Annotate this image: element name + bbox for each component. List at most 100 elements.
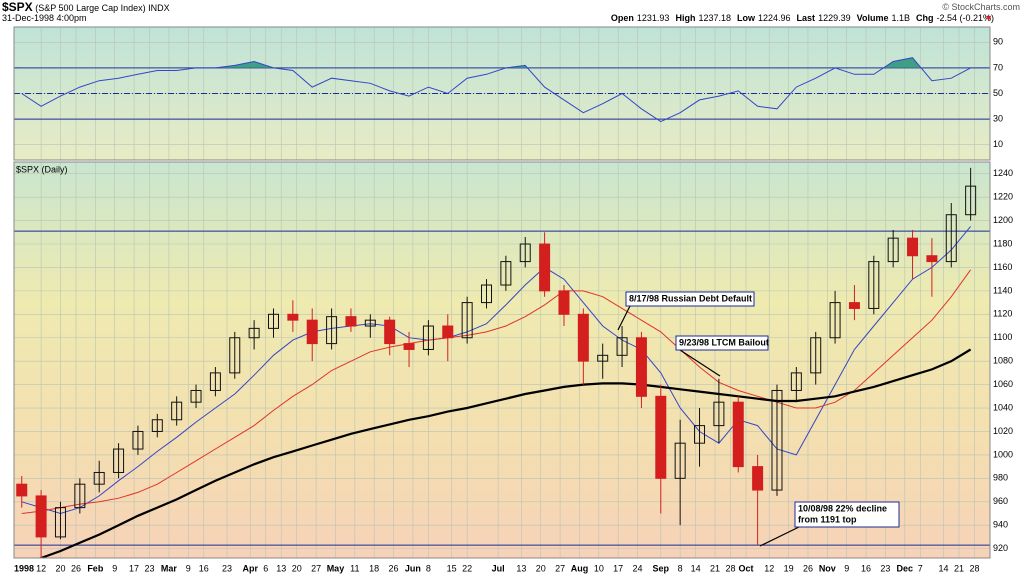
candle-body (93, 471, 105, 485)
x-tick-label: 9 (186, 563, 191, 573)
panel-content (14, 27, 990, 160)
candle-body (558, 290, 570, 315)
quote: Open 1231.93 High 1237.18 Low 1224.96 Last 1229… (605, 13, 994, 23)
x-tick-label: 1998 (14, 563, 34, 573)
price-frame (13, 161, 991, 559)
x-tick-label: 21 (954, 563, 964, 573)
quote-label: Open (610, 13, 634, 23)
y-tick-label: 940 (993, 520, 1008, 530)
candle-body (752, 466, 764, 491)
x-tick-label: 8 (678, 563, 683, 573)
candle-body (635, 337, 647, 397)
x-tick-label: 12 (764, 563, 774, 573)
candle-body (306, 319, 318, 345)
candle-body (655, 395, 667, 479)
y-tick-label: 1140 (993, 285, 1012, 295)
annotation-text: 9/23/98 LTCM Bailout (679, 337, 769, 347)
y-tick-label: 50 (993, 88, 1003, 98)
annotation-pointer (679, 349, 721, 377)
annotation-box (625, 291, 755, 307)
candle-body (248, 327, 260, 339)
x-tick-label: 28 (726, 563, 736, 573)
candle-body (190, 389, 202, 403)
x-tick-label: 23 (222, 563, 232, 573)
y-tick-label: 1000 (993, 449, 1013, 459)
y-tick-label: 1200 (993, 215, 1013, 225)
quote-value: 1229.39 (818, 13, 851, 23)
x-tick-label: Jun (405, 563, 421, 573)
x-tick-label: Feb (87, 563, 104, 573)
y-tick-label: 920 (993, 543, 1008, 553)
candle-body (868, 261, 880, 309)
quote-label: Volume (856, 13, 889, 23)
credit: © StockCharts.com (942, 2, 1020, 12)
x-tick-label: 28 (970, 563, 980, 573)
quote-value: 1.1B (891, 13, 910, 23)
x-tick-label: 12 (36, 563, 46, 573)
y-tick-label: 1120 (993, 309, 1012, 319)
x-tick-label: Sep (653, 563, 670, 573)
candle-body (209, 372, 221, 391)
candle-body (887, 237, 899, 263)
y-tick-label: 1020 (993, 426, 1013, 436)
x-tick-label: 22 (462, 563, 472, 573)
x-tick-label: 23 (880, 563, 890, 573)
quote-value: -2.54 (-0.21%) (936, 13, 994, 23)
candle-body (113, 448, 125, 473)
x-tick-label: Nov (819, 563, 836, 573)
y-tick-label: 70 (993, 62, 1003, 72)
x-tick-label: 13 (516, 563, 526, 573)
panel-title: $SPX (Daily) (16, 164, 68, 174)
symbol-name: (S&P 500 Large Cap Index) INDX (35, 3, 170, 13)
y-tick-label: 90 (993, 37, 1003, 47)
candle-body (74, 483, 86, 509)
panel-content (14, 162, 990, 558)
candle-body (907, 237, 919, 257)
y-tick-label: 1240 (993, 168, 1013, 178)
y-tick-label: 1100 (993, 332, 1012, 342)
candle-body (267, 313, 279, 329)
x-tick-label: Apr (243, 563, 259, 573)
x-tick-label: 17 (129, 563, 139, 573)
x-tick-label: Aug (571, 563, 589, 573)
candle-body (790, 372, 802, 391)
candle-body (287, 313, 299, 321)
x-tick-label: 21 (710, 563, 720, 573)
x-tick-label: 11 (350, 563, 359, 573)
annotation-pointer (617, 305, 631, 331)
x-tick-label: May (327, 563, 345, 573)
quote-label: Chg (915, 13, 934, 23)
candle-body (577, 313, 589, 362)
candle-body (171, 401, 183, 421)
y-tick-label: 1160 (993, 262, 1012, 272)
candle-body (926, 255, 938, 263)
y-tick-label: 960 (993, 496, 1008, 506)
quote-label: High (675, 13, 696, 23)
rsi-line (21, 57, 971, 123)
x-tick-label: 14 (691, 563, 701, 573)
x-tick-label: Dec (897, 563, 914, 573)
candle-body (16, 483, 28, 497)
annotation-text: 10/08/98 22% decline (798, 503, 887, 513)
quote-value: 1224.96 (758, 13, 791, 23)
candle-body (597, 354, 609, 362)
quote-label: Low (737, 13, 755, 23)
x-tick-label: 26 (803, 563, 813, 573)
x-tick-label: 17 (613, 563, 623, 573)
candle-body (810, 337, 822, 374)
x-tick-label: 20 (292, 563, 302, 573)
candle-body (616, 337, 628, 356)
x-tick-label: 23 (145, 563, 155, 573)
candle-body (442, 325, 454, 339)
y-tick-label: 10 (993, 139, 1003, 149)
candle-body (326, 316, 338, 345)
candle-body (151, 419, 163, 432)
down-arrow: ▼ (984, 13, 993, 23)
candle-body (345, 316, 357, 327)
candle-body (35, 495, 47, 538)
x-tick-label: 16 (199, 563, 209, 573)
x-tick-label: 16 (861, 563, 871, 573)
candle-body (481, 284, 493, 304)
